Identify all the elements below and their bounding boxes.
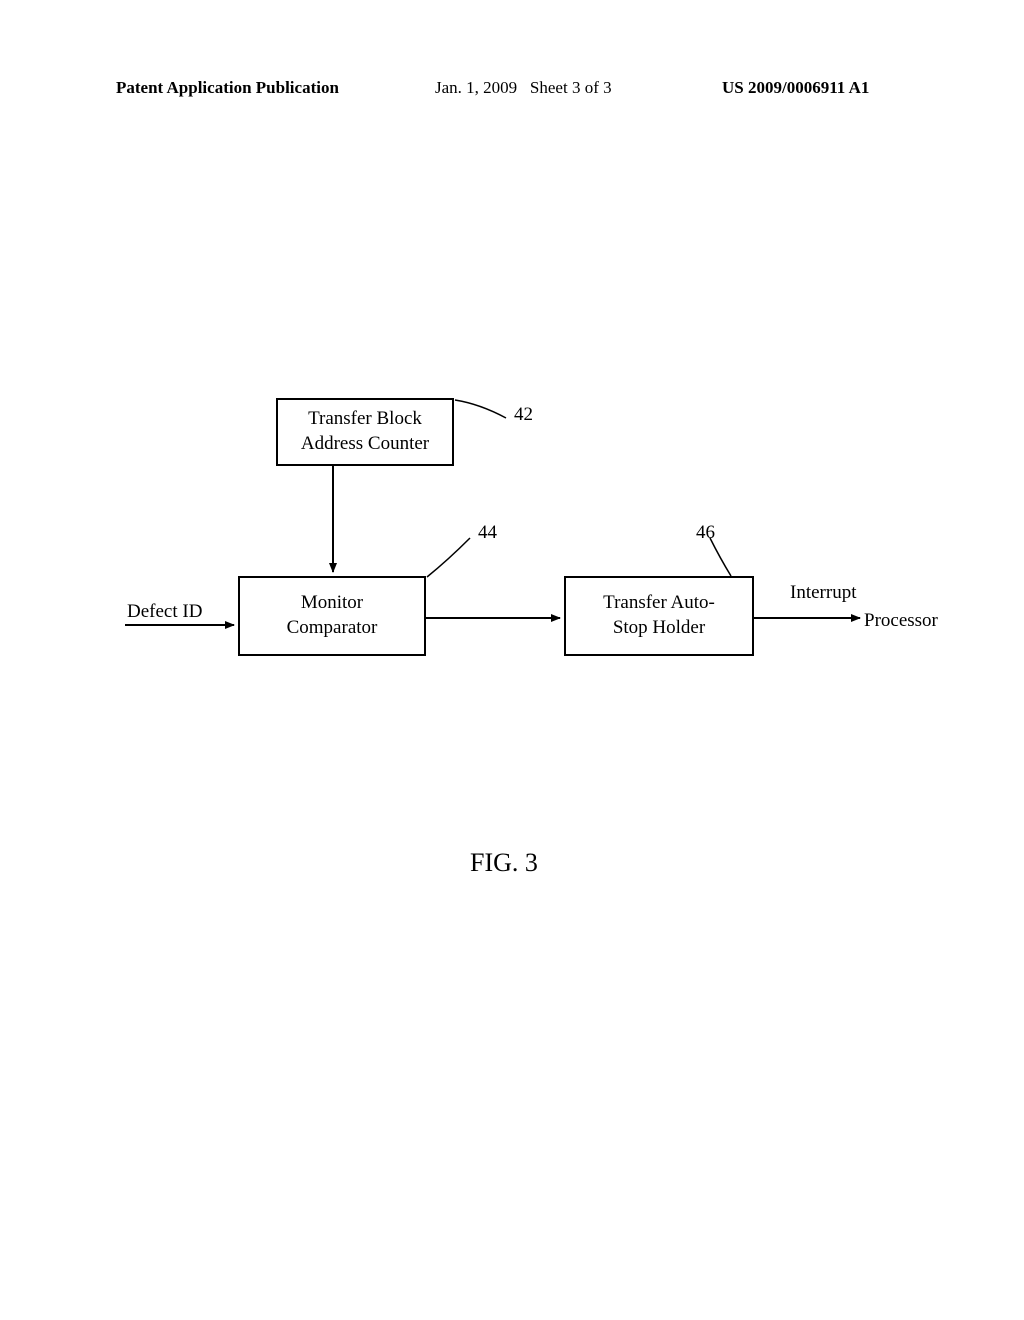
box42-line1: Transfer Block	[308, 407, 422, 432]
label-interrupt: Interrupt	[790, 582, 856, 604]
header-pub-number: US 2009/0006911 A1	[722, 78, 869, 98]
header-sheet: Sheet 3 of 3	[530, 78, 612, 97]
box46-line2: Stop Holder	[613, 616, 705, 641]
header-date: Jan. 1, 2009	[435, 78, 517, 97]
label-processor: Processor	[864, 610, 938, 632]
header-date-sheet: Jan. 1, 2009 Sheet 3 of 3	[435, 78, 612, 98]
figure-label: FIG. 3	[470, 848, 538, 878]
box46-line1: Transfer Auto-	[603, 591, 715, 616]
ref-44: 44	[478, 522, 497, 544]
box44-line2: Comparator	[287, 616, 378, 641]
header-publication-type: Patent Application Publication	[116, 78, 339, 98]
block-transfer-block-address-counter: Transfer Block Address Counter	[276, 398, 454, 466]
label-defect-id: Defect ID	[127, 601, 202, 625]
box42-line2: Address Counter	[301, 432, 429, 457]
box44-line1: Monitor	[301, 591, 363, 616]
block-transfer-auto-stop-holder: Transfer Auto- Stop Holder	[564, 576, 754, 656]
ref-46: 46	[696, 522, 715, 544]
ref-42: 42	[514, 404, 533, 426]
block-monitor-comparator: Monitor Comparator	[238, 576, 426, 656]
diagram-arrows	[0, 0, 1024, 1320]
